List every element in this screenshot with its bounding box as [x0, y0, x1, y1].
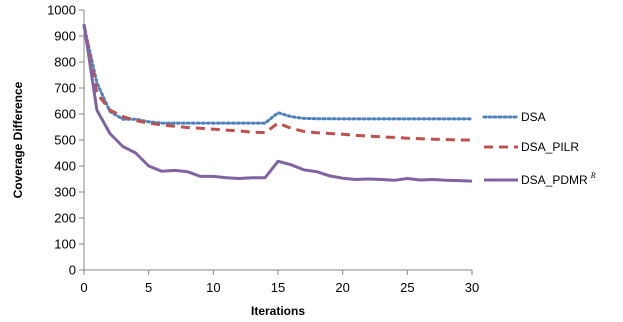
legend-label: DSA_PILR: [521, 140, 579, 154]
x-tick-label: 5: [145, 280, 152, 295]
legend-label: DSA_PDMR R: [521, 171, 596, 187]
y-tick-label: 900: [54, 29, 76, 44]
x-tick-label: 30: [465, 280, 479, 295]
y-tick-label: 200: [54, 211, 76, 226]
legend: DSA DSA_PILR DSA_PDMR R: [482, 110, 596, 187]
x-tick-label: 25: [400, 280, 414, 295]
legend-label: DSA: [521, 110, 546, 124]
y-tick-label: 1000: [47, 3, 76, 18]
x-axis-ticks: 0 5 10 15 20 25 30: [80, 270, 479, 295]
y-tick-label: 0: [69, 263, 76, 278]
y-tick-label: 300: [54, 185, 76, 200]
series-line-dsa-pdmr: [82, 24, 473, 183]
x-tick-label: 0: [80, 280, 87, 295]
y-tick-label: 500: [54, 133, 76, 148]
y-tick-label: 700: [54, 81, 76, 96]
x-tick-label: 20: [335, 280, 349, 295]
axes: [83, 10, 472, 271]
y-tick-label: 800: [54, 55, 76, 70]
y-axis-title: Coverage Difference: [11, 81, 25, 198]
y-axis-ticks: 0 100 200 300 400 500 600 700 800 900 1000: [47, 3, 84, 278]
y-tick-label: 600: [54, 107, 76, 122]
x-tick-label: 15: [271, 280, 285, 295]
legend-label-main: DSA_PDMR: [521, 173, 588, 187]
y-tick-label: 100: [54, 237, 76, 252]
series-line-dsa: [82, 24, 474, 125]
legend-label-superscript: R: [590, 171, 596, 180]
x-tick-label: 10: [206, 280, 220, 295]
series-layer: [82, 24, 474, 183]
legend-label-main: DSA: [521, 110, 546, 124]
y-tick-label: 400: [54, 159, 76, 174]
legend-label-main: DSA_PILR: [521, 140, 579, 154]
x-axis-title: Iterations: [251, 304, 305, 318]
series-line-dsa-pilr: [82, 24, 472, 142]
